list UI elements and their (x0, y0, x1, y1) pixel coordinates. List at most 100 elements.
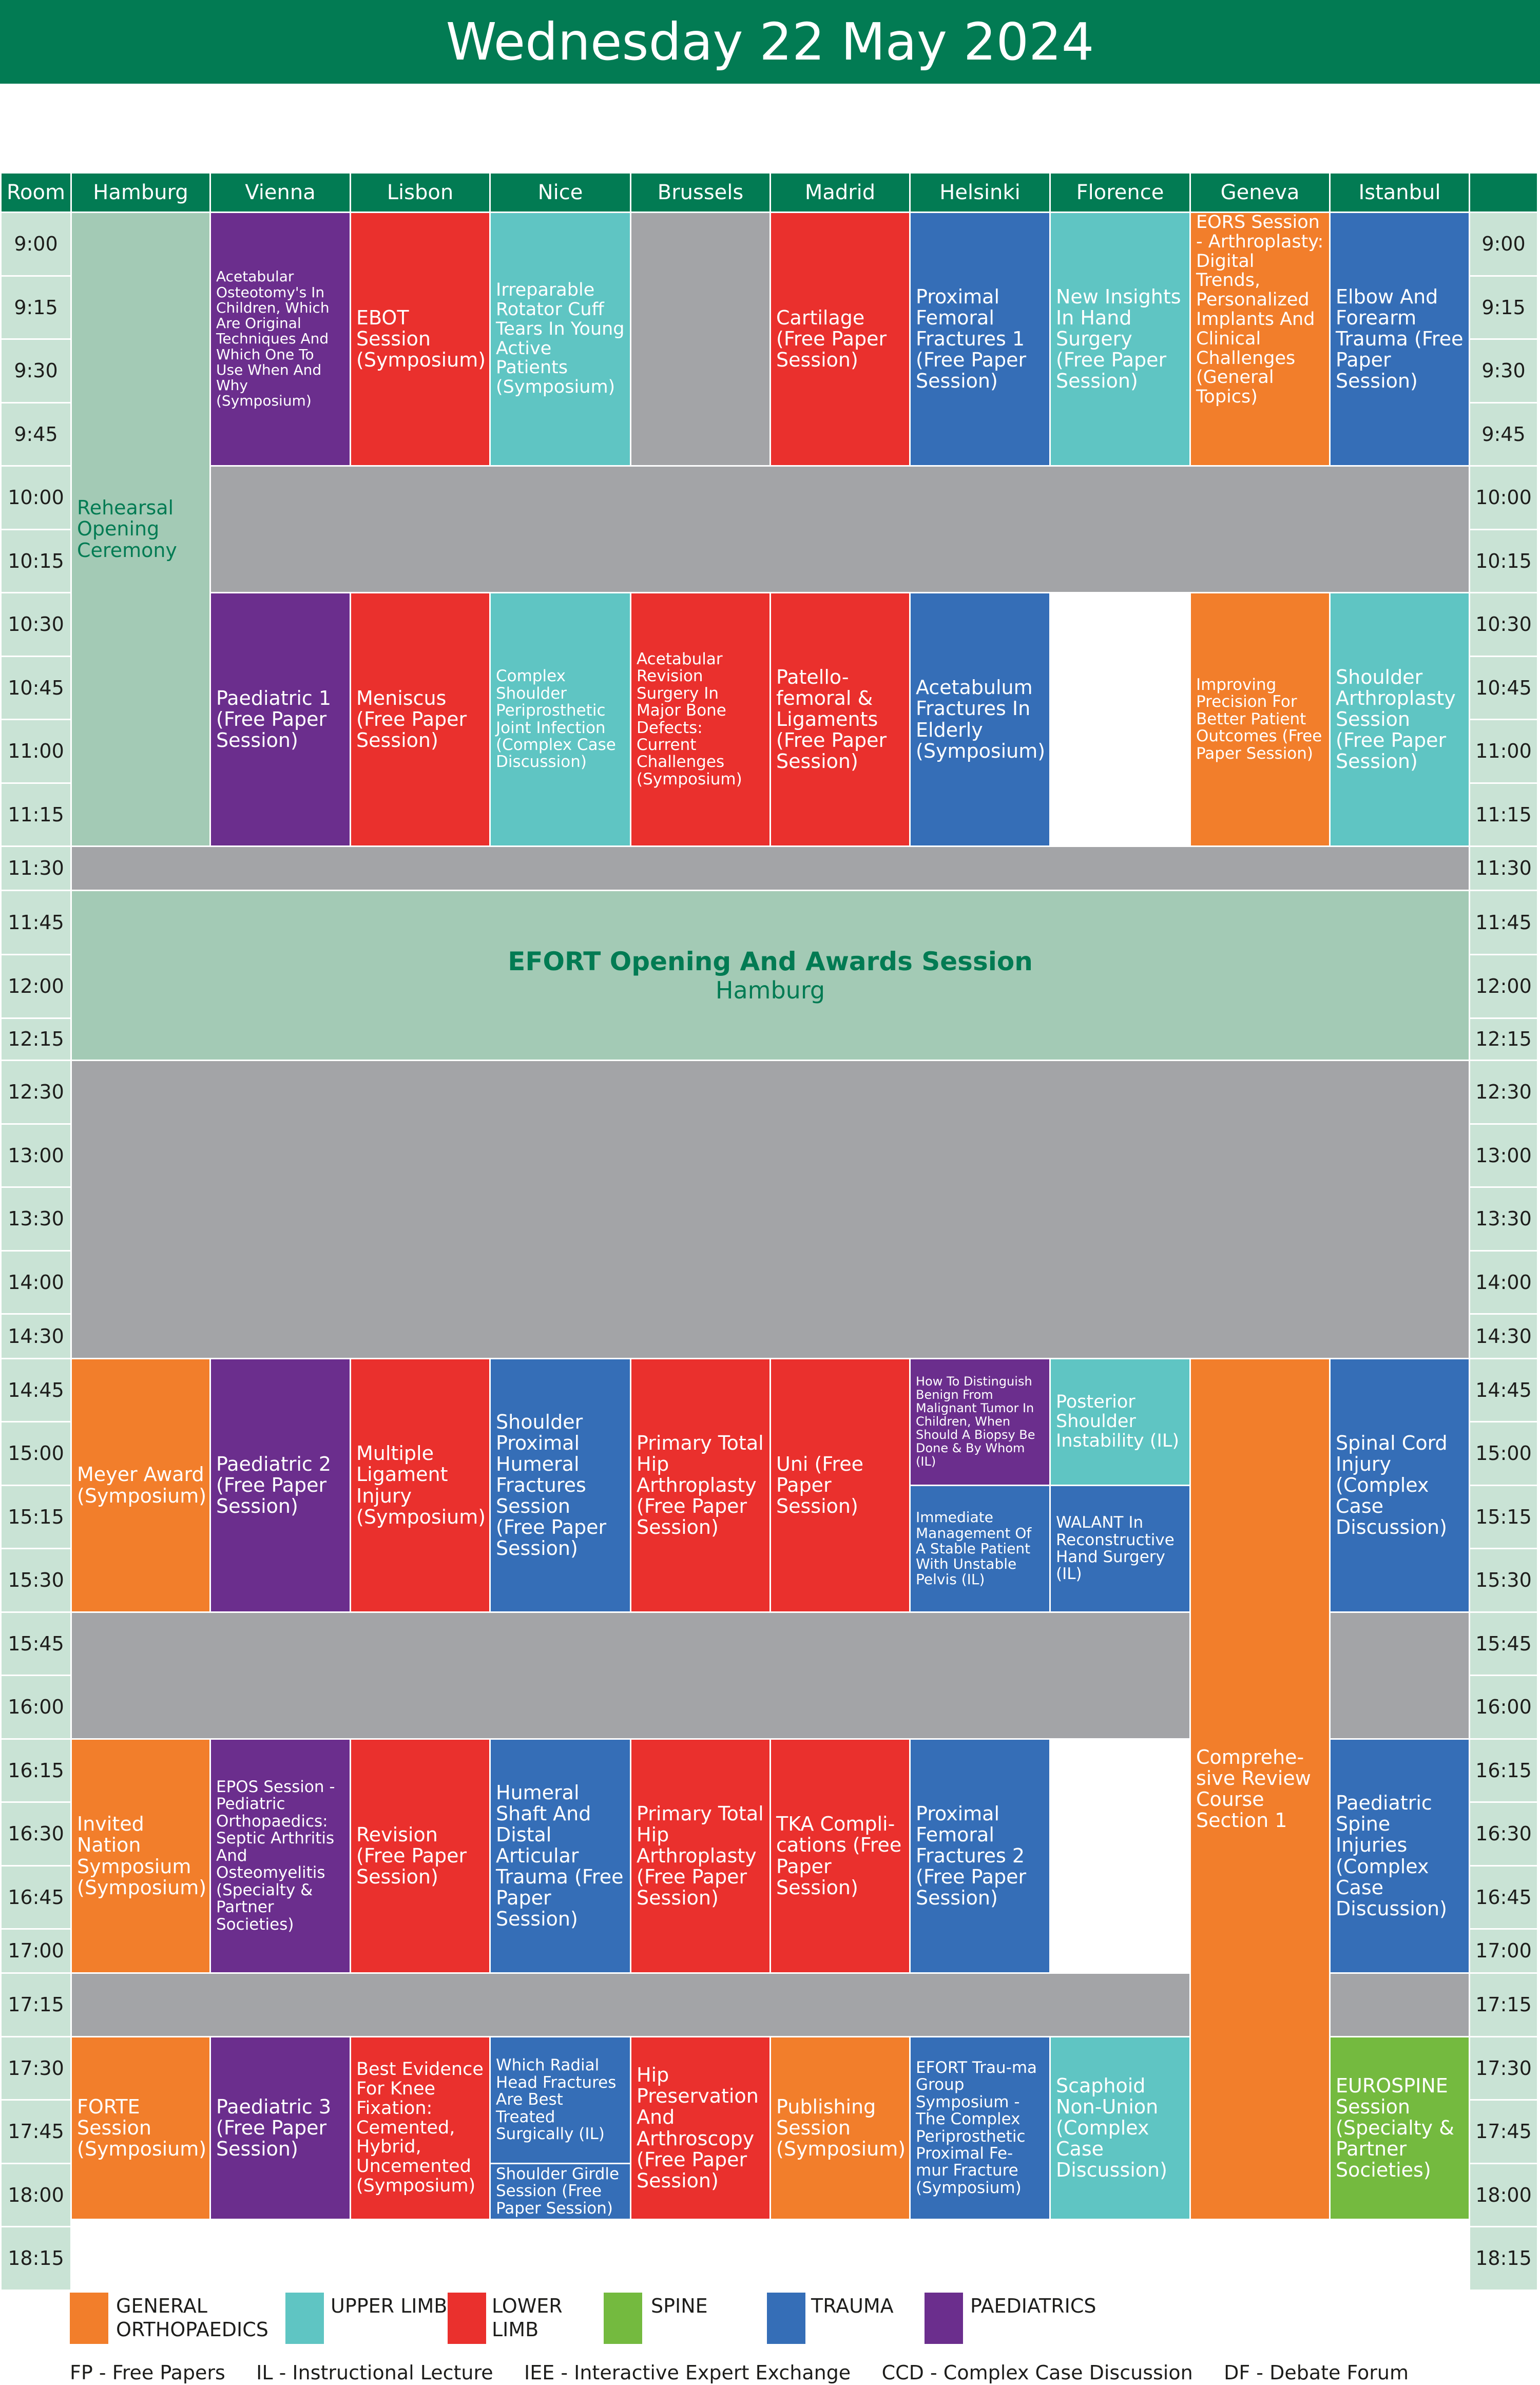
session-spinal-cord[interactable]: Spinal Cord Injury (Complex Case Discuss… (1331, 1359, 1469, 1611)
session-irreparable-rotator[interactable]: Irreparable Rotator Cuff Tears In Young … (491, 213, 630, 465)
session-epos-label: EPOS Session - Pediatric Orthopaedics: S… (216, 1777, 335, 1934)
session-primary-tha-2[interactable]: Primary Total Hip Arthroplasty (Free Pap… (631, 1740, 769, 1972)
session-patellofemoral[interactable]: Patello-femoral & Ligaments (Free Paper … (771, 593, 909, 845)
session-tka-complications-label: TKA Compli-cations (Free Paper Session) (776, 1813, 902, 1899)
session-hip-preservation-label: Hip Preservation And Arthroscopy (Free P… (637, 2064, 759, 2192)
session-meniscus[interactable]: Meniscus (Free Paper Session) (351, 593, 489, 845)
session-shoulder-arthroplasty[interactable]: Shoulder Arthroplasty Session (Free Pape… (1331, 593, 1469, 845)
session-radial-head-label: Which Radial Head Fractures Are Best Tre… (496, 2056, 617, 2144)
session-paediatric-3-label: Paediatric 3 (Free Paper Session) (216, 2095, 332, 2161)
time-label-left: 17:00 (2, 1930, 70, 1972)
session-meyer-award[interactable]: Meyer Award (Symposium) (72, 1359, 209, 1611)
session-publishing-label: Publishing Session (Symposium) (776, 2095, 906, 2161)
session-proximal-femoral-2-label: Proximal Femoral Fractures 2 (Free Paper… (916, 1802, 1027, 1910)
time-label-right: 10:45 (1470, 657, 1537, 719)
session-malignant-tumor[interactable]: How To Distinguish Benign From Malignant… (911, 1359, 1049, 1485)
session-shoulder-proximal-humeral-label: Shoulder Proximal Humeral Fractures Sess… (496, 1410, 607, 1560)
session-cartilage-label: Cartilage (Free Paper Session) (776, 306, 887, 372)
session-invited-nation-label: Invited Nation Symposium (Symposium) (77, 1813, 207, 1899)
session-walant[interactable]: WALANT In Reconstructive Hand Surgery (I… (1051, 1486, 1189, 1611)
room-header-geneva: Geneva (1191, 174, 1329, 211)
opening-title: EFORT Opening And Awards Session (508, 947, 1033, 976)
session-revision[interactable]: Revision (Free Paper Session) (351, 1740, 489, 1972)
room-header-helsinki: Helsinki (911, 174, 1049, 211)
session-shoulder-proximal-humeral[interactable]: Shoulder Proximal Humeral Fractures Sess… (491, 1359, 630, 1611)
session-epos[interactable]: EPOS Session - Pediatric Orthopaedics: S… (211, 1740, 350, 1972)
session-cartilage[interactable]: Cartilage (Free Paper Session) (771, 213, 909, 465)
session-posterior-shoulder[interactable]: Posterior Shoulder Instability (IL) (1051, 1359, 1189, 1485)
session-new-insights-hand[interactable]: New Insights In Hand Surgery (Free Paper… (1051, 213, 1189, 465)
session-proximal-femoral-2[interactable]: Proximal Femoral Fractures 2 (Free Paper… (911, 1740, 1049, 1972)
time-label-left: 15:45 (2, 1613, 70, 1675)
session-shoulder-girdle[interactable]: Shoulder Girdle Session (Free Paper Sess… (491, 2164, 630, 2219)
session-paediatric-3[interactable]: Paediatric 3 (Free Paper Session) (211, 2037, 350, 2219)
session-radial-head[interactable]: Which Radial Head Fractures Are Best Tre… (491, 2037, 630, 2163)
time-label-left: 14:30 (2, 1315, 70, 1358)
session-unstable-pelvis[interactable]: Immediate Management Of A Stable Patient… (911, 1486, 1049, 1611)
time-label-right: 9:30 (1470, 340, 1537, 402)
session-acetabular-osteotomy[interactable]: Acetabular Osteotomy's In Children, Whic… (211, 213, 350, 465)
room-header-florence: Florence (1051, 174, 1189, 211)
time-label-right: 14:45 (1470, 1359, 1537, 1421)
time-label-left: 18:00 (2, 2164, 70, 2226)
session-rehearsal-opening[interactable]: Rehearsal Opening Ceremony (72, 213, 209, 845)
session-primary-tha-1[interactable]: Primary Total Hip Arthroplasty (Free Pap… (631, 1359, 769, 1611)
time-label-right: 11:00 (1470, 720, 1537, 782)
session-eurospine[interactable]: EUROSPINE Session (Specialty & Partner S… (1331, 2037, 1469, 2219)
session-elbow-forearm[interactable]: Elbow And Forearm Trauma (Free Paper Ses… (1331, 213, 1469, 465)
legend-swatch (448, 2293, 486, 2344)
session-paediatric-2[interactable]: Paediatric 2 (Free Paper Session) (211, 1359, 350, 1611)
session-acetabular-revision-label: Acetabular Revision Surgery In Major Bon… (637, 649, 742, 788)
time-label-right: 12:15 (1470, 1019, 1537, 1060)
session-forte[interactable]: FORTE Session (Symposium) (72, 2037, 209, 2219)
session-scaphoid[interactable]: Scaphoid Non-Union (Complex Case Discuss… (1051, 2037, 1189, 2219)
break-1715-left (72, 1974, 1189, 2036)
session-ebot[interactable]: EBOT Session (Symposium) (351, 213, 489, 465)
session-best-evidence-knee[interactable]: Best Evidence For Knee Fixation: Cemente… (351, 2037, 489, 2219)
time-label-left: 16:00 (2, 1676, 70, 1738)
time-label-right: 14:00 (1470, 1252, 1537, 1313)
time-label-left: 16:30 (2, 1803, 70, 1865)
session-elbow-forearm-label: Elbow And Forearm Trauma (Free Paper Ses… (1336, 285, 1464, 393)
session-tka-complications[interactable]: TKA Compli-cations (Free Paper Session) (771, 1740, 909, 1972)
break-1545-istanbul (1331, 1613, 1469, 1738)
time-label-right: 18:00 (1470, 2164, 1537, 2226)
session-multiple-ligament[interactable]: Multiple Ligament Injury (Symposium) (351, 1359, 489, 1611)
session-complex-shoulder-pji[interactable]: Complex Shoulder Periprosthetic Joint In… (491, 593, 630, 845)
session-hip-preservation[interactable]: Hip Preservation And Arthroscopy (Free P… (631, 2037, 769, 2219)
session-proximal-femoral-1[interactable]: Proximal Femoral Fractures 1 (Free Paper… (911, 213, 1049, 465)
break-1715-istanbul (1331, 1974, 1469, 2036)
time-label-left: 9:15 (2, 277, 70, 338)
session-multiple-ligament-label: Multiple Ligament Injury (Symposium) (356, 1442, 486, 1528)
time-label-left: 16:45 (2, 1867, 70, 1928)
session-acetabulum-elderly[interactable]: Acetabulum Fractures In Elderly (Symposi… (911, 593, 1049, 845)
session-humeral-shaft[interactable]: Humeral Shaft And Distal Articular Traum… (491, 1740, 630, 1972)
time-label-left: 14:00 (2, 1252, 70, 1313)
legend-swatch (285, 2293, 324, 2344)
legend-swatch (604, 2293, 642, 2344)
legend-swatch (70, 2293, 108, 2344)
time-label-right: 11:45 (1470, 891, 1537, 954)
session-uni[interactable]: Uni (Free Paper Session) (771, 1359, 909, 1611)
session-improving-precision[interactable]: Improving Precision For Better Patient O… (1191, 593, 1329, 845)
time-label-right: 14:30 (1470, 1315, 1537, 1358)
time-label-right: 17:00 (1470, 1930, 1537, 1972)
session-acetabular-revision[interactable]: Acetabular Revision Surgery In Major Bon… (631, 593, 769, 845)
time-label-left: 15:15 (2, 1486, 70, 1548)
session-efort-opening[interactable]: EFORT Opening And Awards Session Hamburg (72, 891, 1469, 1060)
legend-swatch (767, 2293, 805, 2344)
session-paediatric-spine[interactable]: Paediatric Spine Injuries (Complex Case … (1331, 1740, 1469, 1972)
room-header-madrid: Madrid (771, 174, 909, 211)
session-invited-nation[interactable]: Invited Nation Symposium (Symposium) (72, 1740, 209, 1972)
room-header-label: Room (2, 174, 70, 211)
session-eors[interactable]: EORS Session - Arthroplasty: Digital Tre… (1191, 213, 1329, 465)
time-label-left: 10:00 (2, 467, 70, 529)
session-efort-trauma-group[interactable]: EFORT Trau-ma Group Symposium - The Comp… (911, 2037, 1049, 2219)
time-label-right: 10:15 (1470, 530, 1537, 592)
session-comprehensive-review[interactable]: Comprehe-sive Review Course Section 1 (1191, 1359, 1329, 2219)
schedule-grid: Room Hamburg Vienna Lisbon Nice Brussels Madri… (2, 174, 1538, 2290)
session-paediatric-1-label: Paediatric 1 (Free Paper Session) (216, 686, 332, 752)
legend-label: SPINE (651, 2295, 708, 2317)
session-publishing[interactable]: Publishing Session (Symposium) (771, 2037, 909, 2219)
session-paediatric-1[interactable]: Paediatric 1 (Free Paper Session) (211, 593, 350, 845)
